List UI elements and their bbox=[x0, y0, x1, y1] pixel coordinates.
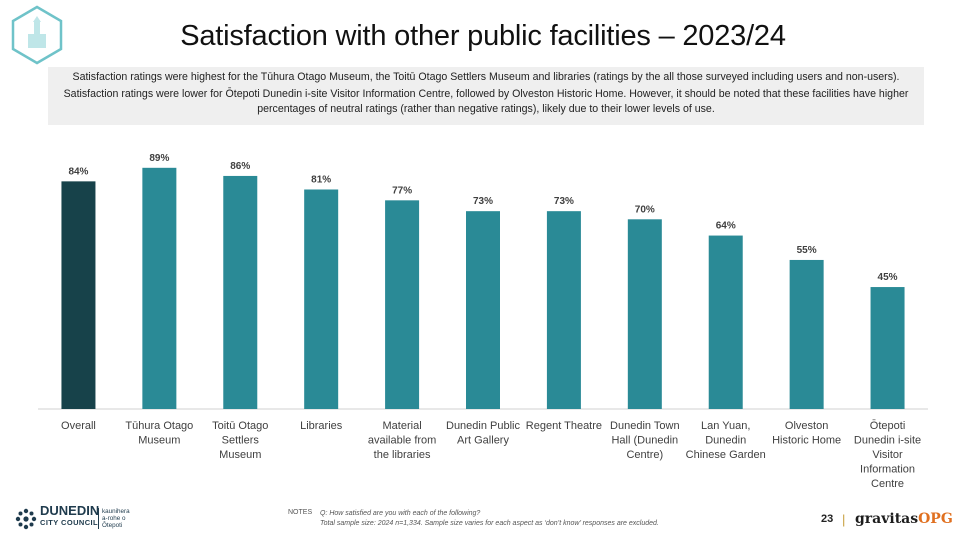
bar bbox=[385, 200, 420, 409]
summary-line-2: Satisfaction ratings were lower for Ōtep… bbox=[63, 88, 909, 115]
notes: NOTES Q: How satisfied are you with each… bbox=[288, 509, 659, 527]
data-label: 77% bbox=[392, 185, 412, 196]
data-label: 73% bbox=[473, 196, 493, 207]
category-label: Tūhura Otago Museum bbox=[125, 420, 193, 447]
council-maori-name: kaunihera a-rohe o Ōtepoti bbox=[98, 508, 130, 529]
council-maori-line-1: kaunihera bbox=[102, 508, 130, 515]
category-label: Toitū Otago Settlers Museum bbox=[212, 420, 268, 461]
notes-sample: Total sample size: 2024 n=1,334. Sample … bbox=[320, 520, 659, 527]
data-label: 84% bbox=[68, 166, 88, 177]
data-label: 55% bbox=[797, 245, 817, 256]
council-maori-line-3: Ōtepoti bbox=[102, 522, 123, 529]
bar bbox=[627, 219, 662, 409]
bar bbox=[142, 167, 177, 409]
data-label: 81% bbox=[311, 174, 331, 185]
bar bbox=[466, 211, 500, 409]
category-label: Material available from the libraries bbox=[368, 420, 436, 461]
data-label: 86% bbox=[230, 161, 250, 172]
summary-line-1: Satisfaction ratings were highest for th… bbox=[72, 71, 900, 83]
bar bbox=[223, 175, 258, 409]
brand-accent: OPG bbox=[918, 511, 953, 527]
dunedin-council-logo-icon bbox=[15, 508, 37, 530]
data-label: 70% bbox=[635, 204, 655, 215]
category-label: Regent Theatre bbox=[526, 420, 602, 432]
notes-label: NOTES bbox=[288, 509, 313, 516]
gravitas-brand-logo: gravitasOPG bbox=[855, 511, 953, 527]
brand-main: gravitas bbox=[855, 511, 919, 527]
category-label: Olveston Historic Home bbox=[772, 420, 841, 447]
bar bbox=[546, 211, 581, 409]
category-label: Lan Yuan, Dunedin Chinese Garden bbox=[686, 420, 766, 461]
page-number: 23 bbox=[821, 513, 834, 525]
footer-separator: | bbox=[842, 512, 846, 527]
data-label: 64% bbox=[716, 221, 736, 232]
category-label: Dunedin Town Hall (Dunedin Centre) bbox=[610, 420, 680, 461]
category-label: Overall bbox=[61, 420, 96, 432]
page-title: Satisfaction with other public facilitie… bbox=[180, 20, 786, 52]
notes-question: Q: How satisfied are you with each of th… bbox=[320, 510, 481, 517]
category-label: Dunedin Public Art Gallery bbox=[446, 420, 520, 447]
council-crest-logo bbox=[11, 5, 63, 65]
satisfaction-bar-chart: 84% Overall 89% Tūhura Otago Museum 86% Toitū … bbox=[38, 153, 928, 490]
category-label: Libraries bbox=[300, 420, 343, 432]
council-subtitle: CITY COUNCIL bbox=[40, 518, 98, 527]
bar bbox=[708, 235, 743, 409]
bar bbox=[789, 259, 824, 409]
council-maori-line-2: a-rohe o bbox=[102, 515, 126, 522]
bar bbox=[61, 181, 96, 409]
council-name: DUNEDIN bbox=[40, 503, 100, 518]
bar bbox=[870, 287, 905, 409]
summary-box: Satisfaction ratings were highest for th… bbox=[48, 67, 924, 125]
category-label: Ōtepoti Dunedin i-site Visitor Information C… bbox=[854, 420, 921, 490]
data-label: 45% bbox=[878, 272, 898, 283]
data-label: 89% bbox=[149, 153, 169, 164]
data-label: 73% bbox=[554, 196, 574, 207]
bar bbox=[304, 189, 339, 409]
